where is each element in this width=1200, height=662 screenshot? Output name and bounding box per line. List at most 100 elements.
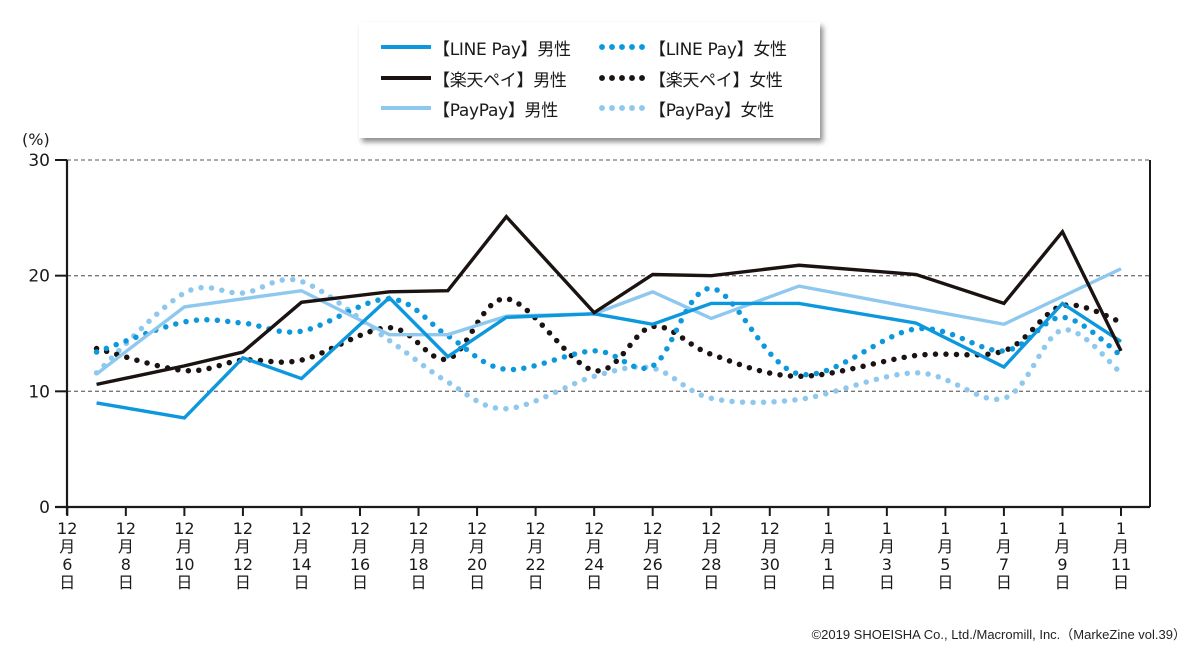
x-tick-label: 日: [528, 573, 544, 592]
legend-item-rakuten-male: 【楽天ペイ】男性: [381, 66, 567, 91]
data-point: [709, 396, 713, 400]
x-tick-label: 日: [411, 573, 427, 592]
data-point: [797, 372, 801, 376]
x-axis-ticks: 12月6日12月8日12月10日12月12日12月14日12月16日12月18日…: [57, 507, 1131, 592]
data-point: [446, 333, 450, 337]
x-tick-label: 日: [937, 573, 953, 592]
data-point: [95, 401, 99, 405]
x-tick-label: 1: [1116, 519, 1126, 538]
data-point: [1002, 301, 1006, 305]
data-point: [651, 273, 655, 277]
x-tick-label: 日: [469, 573, 485, 592]
legend-swatch-solid-icon: [381, 106, 431, 110]
data-point: [797, 263, 801, 267]
x-tick-label: 14: [291, 555, 311, 574]
axes: [55, 160, 1151, 515]
legend-swatch-dotted-icon: [597, 75, 647, 81]
x-tick-label: 月: [762, 537, 778, 556]
x-tick-label: 22: [525, 555, 545, 574]
x-tick-label: 月: [469, 537, 485, 556]
x-tick-label: 7: [999, 555, 1009, 574]
data-point: [797, 284, 801, 288]
data-point: [182, 416, 186, 420]
data-point: [592, 369, 596, 373]
data-point: [914, 327, 918, 331]
gridlines: [67, 159, 1150, 392]
data-point: [592, 374, 596, 378]
data-point: [1060, 315, 1064, 319]
data-point: [241, 356, 245, 360]
x-tick-label: 12: [116, 519, 136, 538]
x-tick-label: 月: [645, 537, 661, 556]
x-tick-label: 日: [235, 573, 251, 592]
x-tick-label: 1: [940, 519, 950, 538]
y-tick-label: 20: [28, 267, 50, 287]
data-point: [709, 286, 713, 290]
x-tick-label: 12: [701, 519, 721, 538]
series-5: [93, 276, 1124, 412]
x-tick-label: 12: [57, 519, 77, 538]
x-tick-label: 12: [584, 519, 604, 538]
data-point: [1119, 349, 1123, 353]
data-point: [1060, 328, 1064, 332]
x-tick-label: 日: [1113, 573, 1129, 592]
series-dotted-line: [93, 276, 1124, 412]
data-point: [182, 320, 186, 324]
x-tick-label: 1: [823, 519, 833, 538]
x-tick-label: 12: [233, 555, 253, 574]
x-tick-label: 1: [999, 519, 1009, 538]
x-tick-label: 日: [645, 573, 661, 592]
data-point: [592, 311, 596, 315]
x-tick-label: 日: [879, 573, 895, 592]
x-tick-label: 12: [467, 519, 487, 538]
x-tick-label: 月: [411, 537, 427, 556]
data-point: [504, 215, 508, 219]
x-tick-label: 5: [940, 555, 950, 574]
data-point: [651, 290, 655, 294]
x-tick-label: 日: [762, 573, 778, 592]
x-tick-label: 20: [467, 555, 487, 574]
legend-swatch-solid-icon: [381, 45, 431, 49]
data-point: [1002, 365, 1006, 369]
data-point: [504, 407, 508, 411]
x-tick-label: 26: [643, 555, 663, 574]
data-point: [1060, 230, 1064, 234]
data-point: [1060, 301, 1064, 305]
data-point: [299, 289, 303, 293]
x-tick-label: 日: [176, 573, 192, 592]
y-axis-unit-label: (%): [22, 130, 50, 149]
x-tick-label: 10: [174, 555, 194, 574]
x-tick-label: 12: [233, 519, 253, 538]
x-tick-label: 12: [408, 519, 428, 538]
data-point: [1119, 320, 1123, 324]
legend-swatch-solid-icon: [381, 76, 431, 80]
x-tick-label: 月: [937, 537, 953, 556]
x-tick-label: 16: [350, 555, 370, 574]
x-tick-label: 月: [59, 537, 75, 556]
data-point: [182, 305, 186, 309]
legend-label: 【LINE Pay】女性: [649, 39, 787, 60]
data-point: [1002, 322, 1006, 326]
x-tick-label: 日: [820, 573, 836, 592]
legend-label: 【楽天ペイ】女性: [649, 70, 783, 91]
data-point: [651, 322, 655, 326]
series-4: [93, 296, 1124, 380]
series-dotted-line: [93, 296, 1124, 380]
data-point: [95, 350, 99, 354]
legend-item-rakuten-female: 【楽天ペイ】女性: [597, 66, 783, 91]
x-tick-label: 24: [584, 555, 604, 574]
data-point: [914, 371, 918, 375]
legend-swatch-dotted-icon: [597, 105, 647, 111]
data-point: [797, 301, 801, 305]
data-point: [241, 297, 245, 301]
x-tick-label: 月: [176, 537, 192, 556]
data-point: [709, 352, 713, 356]
x-tick-label: 日: [586, 573, 602, 592]
data-point: [182, 291, 186, 295]
x-tick-label: 28: [701, 555, 721, 574]
x-tick-label: 1: [1057, 519, 1067, 538]
x-tick-label: 日: [1054, 573, 1070, 592]
data-point: [299, 329, 303, 333]
data-point: [387, 326, 391, 330]
